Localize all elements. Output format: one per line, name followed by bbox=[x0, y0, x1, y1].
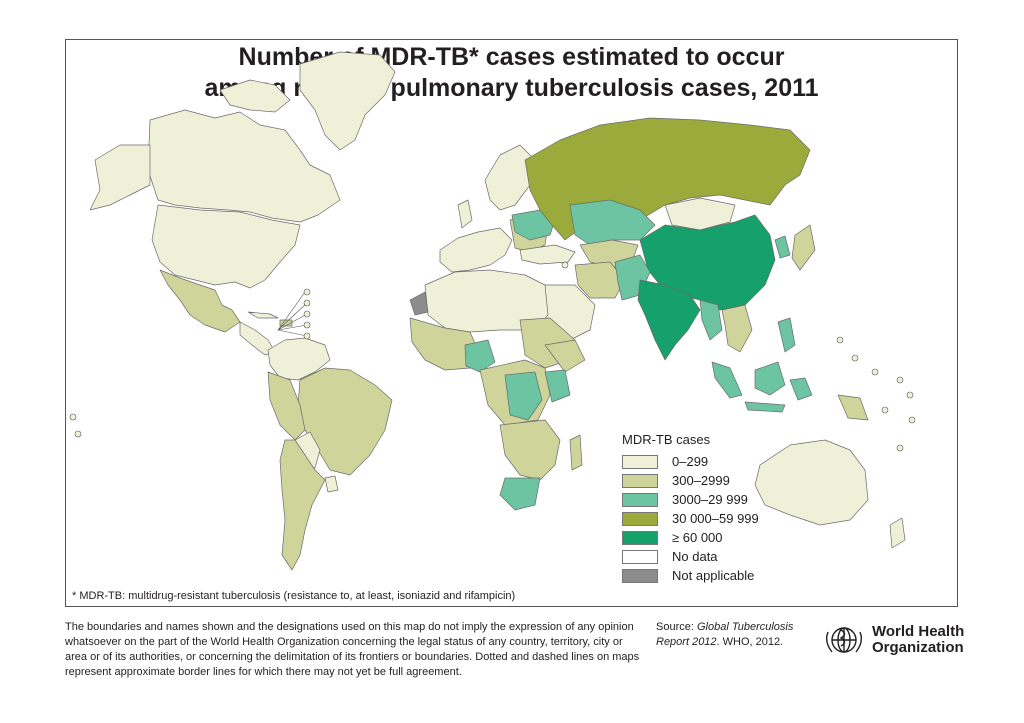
region-philippines bbox=[777, 317, 796, 353]
region-indochina bbox=[721, 304, 753, 353]
legend-swatch bbox=[622, 454, 658, 469]
region-usa bbox=[151, 204, 301, 289]
region-cuba bbox=[247, 311, 279, 319]
region-india bbox=[637, 279, 701, 361]
island-marker bbox=[69, 413, 77, 421]
who-name: World Health Organization bbox=[872, 624, 972, 656]
legend-swatch bbox=[622, 492, 658, 507]
legend-item: 30 000–59 999 bbox=[622, 509, 759, 528]
legend-swatch bbox=[622, 530, 658, 545]
legend-label: 300–2999 bbox=[672, 473, 730, 488]
who-logo: World Health Organization bbox=[822, 622, 972, 658]
region-canada-islands bbox=[219, 79, 291, 113]
who-emblem-icon bbox=[825, 627, 863, 653]
who-name-line-2: Organization bbox=[872, 639, 964, 656]
region-australia bbox=[754, 439, 869, 526]
legend-swatch bbox=[622, 473, 658, 488]
region-uruguay bbox=[324, 475, 339, 493]
legend-swatch bbox=[622, 568, 658, 583]
who-name-line-1: World Health bbox=[872, 623, 965, 640]
region-indonesia-borneo bbox=[754, 361, 786, 396]
region-greenland bbox=[299, 51, 396, 151]
island-marker bbox=[303, 310, 311, 318]
source-title: Global Tuberculosis Report 2012 bbox=[656, 621, 794, 648]
region-drc bbox=[504, 371, 543, 421]
region-russia bbox=[524, 117, 811, 241]
legend-label: 0–299 bbox=[672, 454, 709, 469]
region-uk bbox=[457, 199, 473, 229]
region-southern-africa bbox=[499, 419, 561, 481]
region-indonesia-east bbox=[789, 377, 813, 401]
island-marker bbox=[908, 416, 916, 424]
region-western-europe bbox=[439, 227, 513, 273]
region-myanmar bbox=[699, 299, 723, 341]
region-kenya-tanzania bbox=[544, 369, 571, 403]
island-marker bbox=[303, 288, 311, 296]
region-turkey bbox=[519, 244, 576, 265]
legend-swatch bbox=[622, 549, 658, 564]
legend-label: No data bbox=[672, 549, 718, 564]
legend-label: Not applicable bbox=[672, 568, 755, 583]
region-peru bbox=[267, 371, 306, 441]
island-marker bbox=[881, 406, 889, 414]
world-map bbox=[69, 51, 916, 571]
legend-item: 0–299 bbox=[622, 452, 759, 471]
region-indonesia-java bbox=[744, 401, 786, 413]
legend-swatch bbox=[622, 511, 658, 526]
region-korea bbox=[774, 235, 791, 259]
legend-item: 3000–29 999 bbox=[622, 490, 759, 509]
region-madagascar bbox=[569, 434, 583, 471]
source-citation: Source: Global Tuberculosis Report 2012.… bbox=[656, 620, 826, 650]
island-marker bbox=[74, 430, 82, 438]
legend-item: Not applicable bbox=[622, 566, 759, 585]
region-canada bbox=[147, 109, 341, 223]
source-suffix: . WHO, 2012. bbox=[716, 636, 784, 648]
legend-title: MDR-TB cases bbox=[622, 432, 711, 447]
legend-item: ≥ 60 000 bbox=[622, 528, 759, 547]
region-south-africa bbox=[499, 477, 541, 511]
region-nigeria bbox=[464, 339, 496, 373]
region-argentina bbox=[279, 439, 326, 571]
island-marker bbox=[896, 376, 904, 384]
island-marker bbox=[836, 336, 844, 344]
footnote: * MDR-TB: multidrug-resistant tuberculos… bbox=[72, 590, 516, 602]
island-marker bbox=[303, 332, 311, 340]
island-marker bbox=[303, 321, 311, 329]
region-iran bbox=[574, 261, 626, 299]
region-mongolia bbox=[664, 197, 736, 231]
disclaimer: The boundaries and names shown and the d… bbox=[65, 621, 640, 678]
region-indonesia-sumatra bbox=[711, 361, 743, 399]
region-scandinavia bbox=[484, 144, 536, 211]
region-japan bbox=[791, 224, 816, 271]
region-png bbox=[837, 394, 869, 421]
legend-label: 3000–29 999 bbox=[672, 492, 748, 507]
island-marker bbox=[871, 368, 879, 376]
island-marker bbox=[851, 354, 859, 362]
legend-label: 30 000–59 999 bbox=[672, 511, 759, 526]
region-colombia bbox=[267, 337, 331, 381]
legend-item: 300–2999 bbox=[622, 471, 759, 490]
source-prefix: Source: bbox=[656, 621, 697, 633]
legend-item: No data bbox=[622, 547, 759, 566]
legend: MDR-TB cases 0–299 300–2999 3000–29 999 … bbox=[622, 432, 759, 585]
region-new-zealand bbox=[889, 517, 906, 549]
region-alaska bbox=[89, 144, 151, 211]
island-marker bbox=[561, 261, 569, 269]
map-frame bbox=[65, 39, 958, 607]
island-marker bbox=[896, 444, 904, 452]
region-western-sahara bbox=[409, 291, 429, 316]
region-ethiopia bbox=[544, 339, 586, 373]
legend-label: ≥ 60 000 bbox=[672, 530, 723, 545]
island-marker bbox=[303, 299, 311, 307]
region-haiti bbox=[279, 319, 293, 327]
island-marker bbox=[906, 391, 914, 399]
